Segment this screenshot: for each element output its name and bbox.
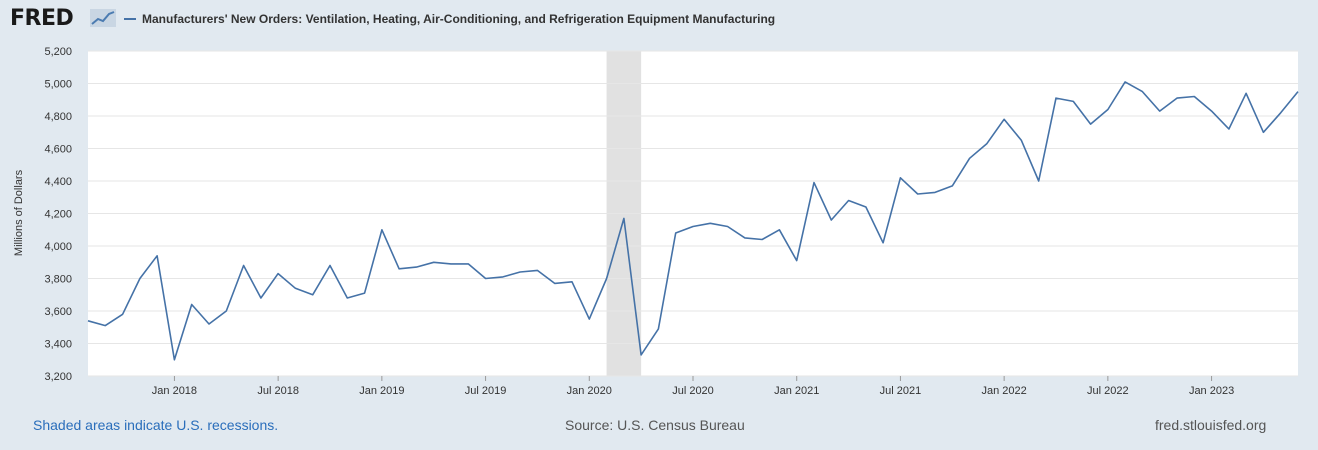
- x-tick-label: Jan 2021: [774, 385, 819, 397]
- series-line: [87, 81, 1299, 361]
- y-tick-label: 4,200: [44, 209, 72, 221]
- x-tick-label: Jan 2022: [982, 385, 1027, 397]
- legend-swatch: [124, 18, 136, 20]
- x-tick-label: Jul 2018: [257, 385, 299, 397]
- x-tick-label: Jul 2021: [880, 385, 922, 397]
- y-axis-label: Millions of Dollars: [13, 169, 25, 256]
- y-tick-label: 4,000: [44, 241, 72, 253]
- fred-logo[interactable]: FRED: [10, 6, 74, 31]
- legend: Manufacturers' New Orders: Ventilation, …: [124, 12, 775, 26]
- chart-area: 3,200 3,400 3,600 3,800 4,000 4,200 4,400 4,600…: [13, 46, 1299, 397]
- chart-header: FRED Manufacturers' New Orders: Ventilat…: [0, 0, 1318, 40]
- y-tick-label: 3,600: [44, 306, 72, 318]
- legend-label: Manufacturers' New Orders: Ventilation, …: [142, 12, 776, 26]
- y-tick-label: 5,000: [44, 79, 72, 91]
- y-axis-ticks: 3,200 3,400 3,600 3,800 4,000 4,200 4,400 4,600…: [44, 46, 72, 383]
- series-layer: [87, 81, 1299, 361]
- y-tick-label: 5,200: [44, 46, 72, 58]
- y-tick-label: 3,800: [44, 274, 72, 286]
- site-link[interactable]: fred.stlouisfed.org: [1155, 417, 1267, 433]
- x-tick-label: Jul 2019: [465, 385, 507, 397]
- x-tick-label: Jan 2019: [359, 385, 404, 397]
- recession-note[interactable]: Shaded areas indicate U.S. recessions.: [33, 417, 279, 433]
- gridlines: [88, 50, 1298, 377]
- trend-graph-icon: [90, 9, 116, 27]
- y-tick-label: 4,600: [44, 144, 72, 156]
- y-tick-label: 4,800: [44, 111, 72, 123]
- x-tick-label: Jul 2022: [1087, 385, 1129, 397]
- x-tick-label: Jul 2020: [672, 385, 714, 397]
- x-axis-ticks: Jan 2018 Jul 2018 Jan 2019 Jul 2019 Jan 2020…: [152, 376, 1234, 397]
- y-tick-label: 4,400: [44, 176, 72, 188]
- y-tick-label: 3,200: [44, 371, 72, 383]
- source-credit: Source: U.S. Census Bureau: [565, 417, 745, 433]
- y-tick-label: 3,400: [44, 339, 72, 351]
- x-tick-label: Jan 2018: [152, 385, 197, 397]
- x-tick-label: Jan 2020: [567, 385, 612, 397]
- x-tick-label: Jan 2023: [1189, 385, 1234, 397]
